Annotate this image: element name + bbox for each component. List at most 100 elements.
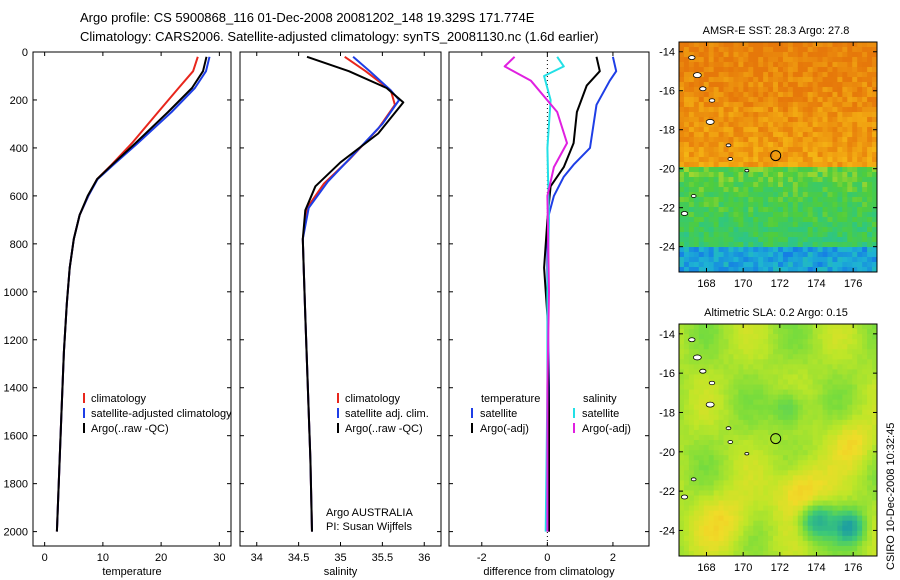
sst-cell: [758, 57, 764, 63]
sst-cell: [857, 77, 863, 83]
sla-cell: [787, 470, 794, 476]
sst-cell: [802, 157, 809, 163]
sla-cell: [778, 324, 784, 330]
sst-cell: [703, 207, 710, 213]
sst-cell: [872, 97, 878, 103]
sla-cell: [728, 384, 734, 390]
sst-cell: [827, 167, 833, 173]
sla-cell: [852, 510, 858, 517]
sst-cell: [827, 222, 833, 228]
sla-cell: [679, 460, 685, 466]
sst-cell: [782, 97, 789, 103]
sst-cell: [857, 122, 863, 128]
sla-cell: [802, 500, 809, 506]
sla-cell: [748, 369, 754, 375]
sla-cell: [787, 540, 794, 547]
sla-cell: [728, 455, 734, 461]
sla-cell: [679, 530, 685, 537]
sla-cell: [778, 364, 784, 370]
sst-cell: [857, 187, 863, 193]
sst-cell: [758, 247, 764, 253]
sst-cell: [832, 242, 838, 248]
sla-cell: [857, 409, 863, 416]
sla-cell: [807, 485, 814, 491]
float-annotation: PI: Susan Wijffels: [326, 521, 412, 533]
sla-cell: [763, 515, 769, 522]
sst-cell: [758, 267, 764, 273]
sst-cell: [857, 67, 863, 73]
lat-tick-label: -22: [659, 203, 675, 215]
sla-cell: [748, 434, 754, 441]
sst-cell: [693, 102, 700, 108]
sst-cell: [787, 47, 794, 53]
sla-cell: [832, 530, 838, 537]
sla-cell: [768, 465, 774, 471]
sla-cell: [847, 550, 853, 557]
sla-cell: [773, 369, 779, 375]
sla-cell: [708, 450, 715, 456]
sst-cell: [807, 247, 814, 253]
sst-cell: [837, 162, 843, 168]
sla-cell: [708, 414, 715, 421]
sst-cell: [683, 67, 690, 73]
sst-cell: [753, 47, 759, 53]
sla-cell: [807, 550, 814, 557]
sst-cell: [679, 117, 685, 123]
sla-cell: [679, 490, 685, 496]
sst-cell: [872, 117, 878, 123]
sla-cell: [743, 460, 749, 466]
sst-cell: [812, 167, 818, 173]
sla-cell: [837, 520, 843, 527]
sst-cell: [837, 67, 843, 73]
sst-cell: [792, 192, 799, 198]
sst-cell: [822, 132, 828, 138]
sst-cell: [832, 252, 838, 258]
sla-cell: [852, 429, 858, 436]
sla-cell: [679, 414, 685, 421]
sla-cell: [847, 404, 853, 411]
sst-cell: [679, 197, 685, 203]
sst-cell: [778, 122, 784, 128]
lon-tick-label: 170: [734, 278, 752, 290]
sla-cell: [832, 550, 838, 557]
sla-cell: [713, 384, 719, 390]
sla-cell: [872, 505, 878, 512]
sst-cell: [743, 162, 749, 168]
sla-cell: [862, 520, 868, 527]
sla-cell: [862, 535, 868, 542]
sla-cell: [723, 535, 729, 542]
sst-cell: [683, 137, 690, 143]
sla-cell: [837, 384, 843, 390]
sla-cell: [743, 334, 749, 340]
sst-cell: [792, 262, 799, 268]
sst-cell: [748, 222, 754, 228]
sla-cell: [773, 344, 779, 350]
sst-cell: [787, 147, 794, 153]
sla-cell: [743, 354, 749, 360]
sla-cell: [812, 369, 818, 375]
sst-cell: [679, 52, 685, 58]
sst-cell: [837, 182, 843, 188]
sst-cell: [688, 252, 695, 258]
sla-cell: [802, 520, 809, 527]
sst-cell: [748, 87, 754, 93]
sst-cell: [679, 172, 685, 178]
sst-cell: [713, 222, 719, 228]
sla-cell: [693, 344, 700, 350]
sst-cell: [787, 52, 794, 58]
sla-cell: [847, 354, 853, 360]
sla-cell: [857, 500, 863, 506]
sla-cell: [852, 414, 858, 421]
sla-cell: [753, 334, 759, 340]
sst-cell: [787, 162, 794, 168]
sst-cell: [822, 47, 828, 53]
sst-cell: [713, 57, 719, 63]
sst-cell: [837, 132, 843, 138]
sst-cell: [872, 172, 878, 178]
sla-cell: [758, 490, 764, 496]
sla-cell: [872, 359, 878, 365]
sla-cell: [688, 359, 695, 365]
sla-cell: [787, 359, 794, 365]
sla-cell: [679, 404, 685, 411]
sla-cell: [807, 450, 814, 456]
